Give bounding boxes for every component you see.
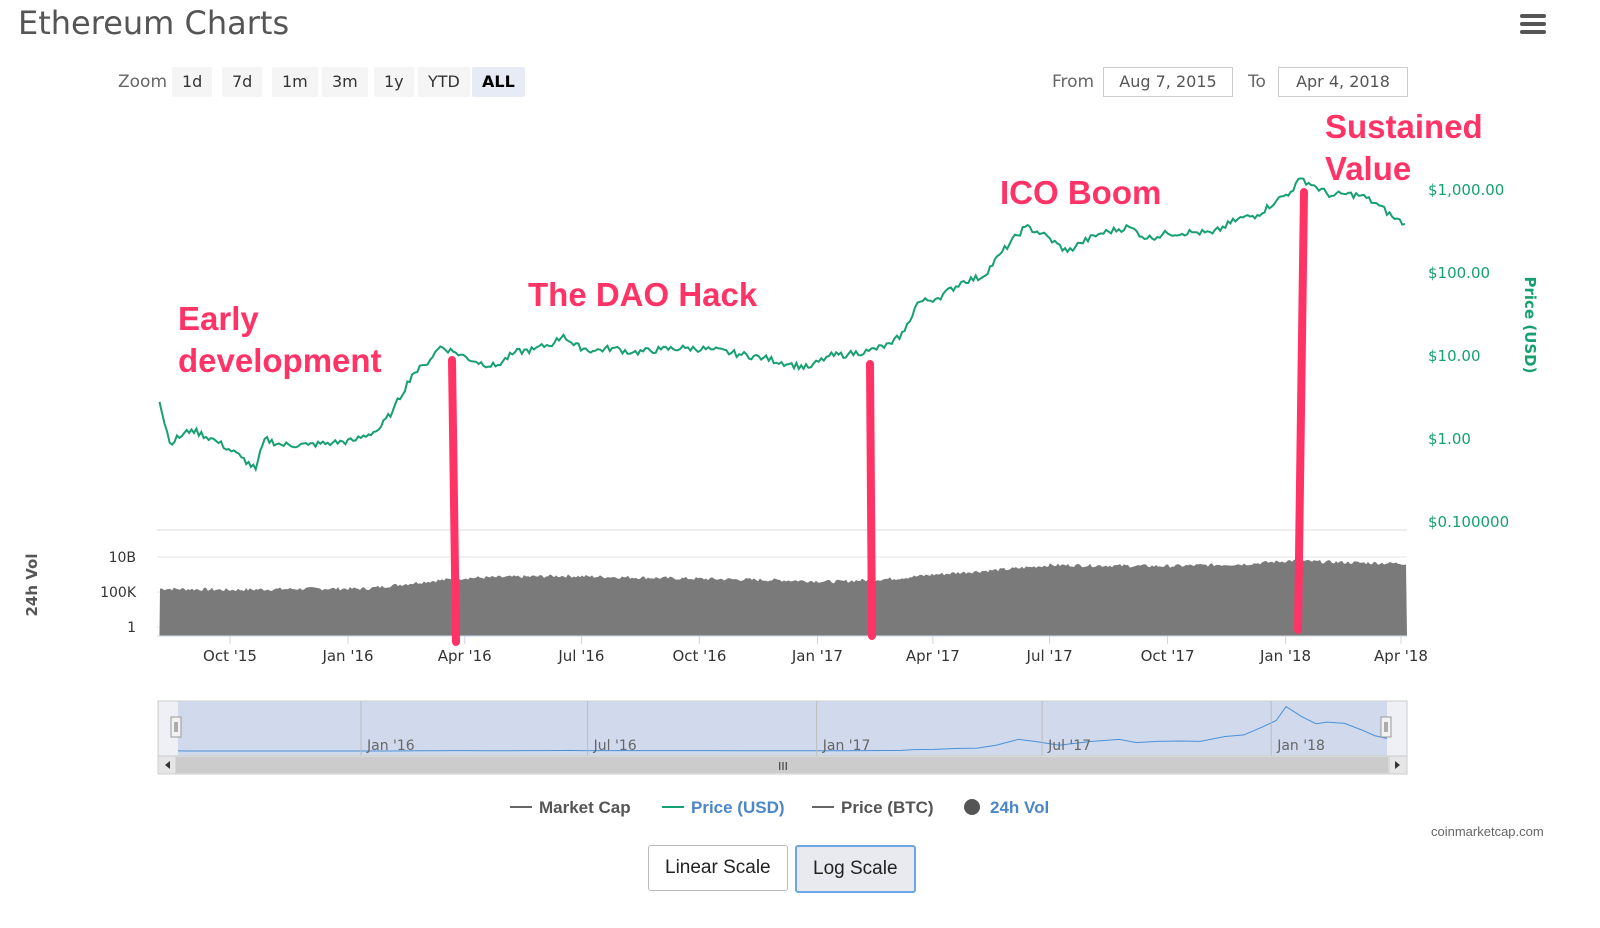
to-label: To [1248, 72, 1266, 92]
annotation-label: ICO Boom [1000, 174, 1161, 211]
zoom-button-7d[interactable]: 7d [222, 67, 263, 97]
zoom-button-1d[interactable]: 1d [172, 67, 213, 97]
annotation-label: Value [1325, 150, 1411, 187]
price-usd-line [158, 177, 1406, 473]
legend-item-label: Price (BTC) [841, 798, 934, 817]
x-axis-tick-label: Jan '17 [791, 647, 843, 665]
x-axis-tick-label: Oct '16 [672, 647, 726, 665]
scrollbar-grip-icon: III [778, 760, 788, 773]
price-axis-title: Price (USD) [1521, 277, 1539, 374]
page-title: Ethereum Charts [18, 4, 290, 42]
price-axis-tick-label: $1.00 [1428, 430, 1471, 448]
x-axis-tick-label: Apr '17 [906, 647, 960, 665]
x-axis-tick-label: Jan '16 [321, 647, 373, 665]
zoom-button-3m[interactable]: 3m [322, 67, 368, 97]
annotation-label: development [178, 342, 382, 379]
zoom-label: Zoom [118, 72, 168, 92]
x-axis-tick-label: Jul '17 [1026, 647, 1073, 665]
annotation-bar [866, 360, 876, 640]
x-axis-tick-label: Oct '17 [1141, 647, 1195, 665]
linear-scale-button[interactable]: Linear Scale [648, 845, 788, 891]
navigator-tick-label: Jan '18 [1276, 738, 1325, 754]
credit-text: coinmarketcap.com [1431, 824, 1544, 839]
annotation-bar [1294, 188, 1308, 634]
navigator-price-line [177, 705, 1388, 752]
navigator-tick-label: Jan '16 [366, 738, 415, 754]
x-axis-tick-label: Oct '15 [203, 647, 257, 665]
log-scale-button[interactable]: Log Scale [795, 845, 916, 893]
x-axis-tick-label: Jul '16 [557, 647, 604, 665]
legend-item-label: Price (USD) [691, 798, 785, 817]
zoom-button-1y[interactable]: 1y [374, 67, 414, 97]
volume-axis-tick-label: 100K [100, 585, 137, 601]
price-axis-tick-label: $0.100000 [1428, 513, 1509, 531]
annotation-label: The DAO Hack [528, 276, 758, 313]
from-date-input[interactable]: Aug 7, 2015 [1103, 67, 1233, 97]
navigator-handle [170, 716, 182, 738]
price-axis-tick-label: $1,000.00 [1428, 181, 1504, 199]
navigator-scrollbar-thumb [176, 757, 1388, 773]
scroll-left-arrow-icon [165, 761, 170, 769]
navigator-handle [1380, 716, 1392, 738]
navigator-tick-label: Jul '17 [1047, 738, 1091, 754]
from-label: From [1052, 72, 1095, 92]
price-axis-tick-label: $100.00 [1428, 264, 1490, 282]
to-date-input[interactable]: Apr 4, 2018 [1278, 67, 1408, 97]
volume-axis-tick-label: 1 [127, 620, 136, 636]
annotation-bar [448, 356, 460, 646]
zoom-button-ytd[interactable]: YTD [418, 67, 470, 97]
zoom-button-all[interactable]: ALL [472, 67, 525, 97]
x-axis-tick-label: Apr '18 [1374, 647, 1428, 665]
annotation-label: Sustained [1325, 108, 1483, 145]
legend-dot [964, 799, 980, 815]
navigator-selection [178, 701, 1387, 756]
x-axis-tick-label: Apr '16 [438, 647, 492, 665]
legend-item-label: 24h Vol [990, 798, 1049, 817]
annotation-label: Early [178, 300, 259, 337]
navigator-tick-label: Jul '16 [593, 738, 637, 754]
24h-volume-area [159, 559, 1408, 636]
zoom-button-1m[interactable]: 1m [272, 67, 318, 97]
navigator-tick-label: Jan '17 [822, 738, 871, 754]
x-axis-tick-label: Jan '18 [1259, 647, 1311, 665]
legend-item-label: Market Cap [539, 798, 631, 817]
price-axis-tick-label: $10.00 [1428, 347, 1481, 365]
hamburger-menu-icon[interactable] [1520, 14, 1546, 36]
volume-axis-tick-label: 10B [109, 550, 136, 566]
volume-axis-title: 24h Vol [23, 553, 41, 616]
scroll-right-arrow-icon [1395, 761, 1400, 769]
